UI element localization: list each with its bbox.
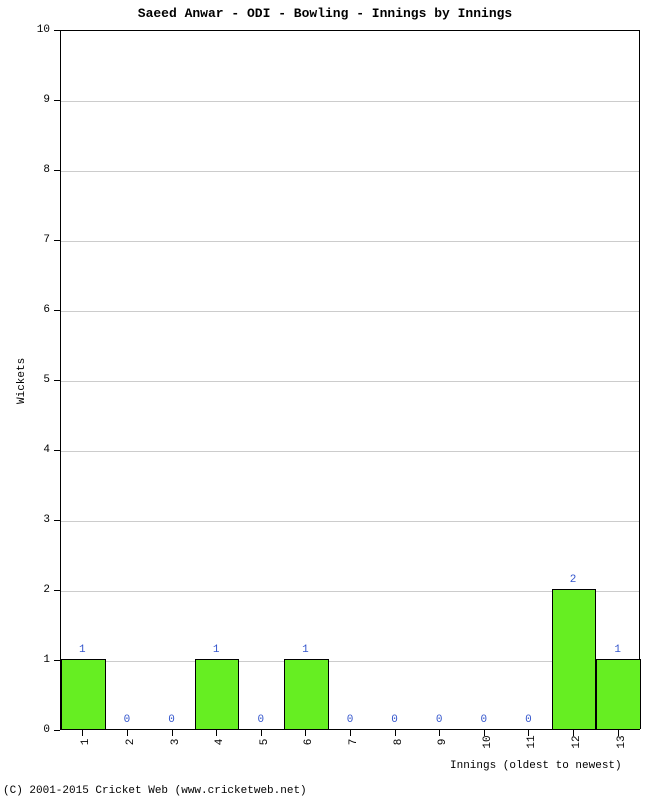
bar-value-label: 1 <box>614 644 621 656</box>
bar-value-label: 0 <box>391 714 398 726</box>
y-tick-label: 1 <box>28 654 50 666</box>
y-tick-label: 5 <box>28 374 50 386</box>
gridline <box>61 451 639 452</box>
y-tick <box>54 30 60 31</box>
gridline <box>61 311 639 312</box>
x-tick <box>261 730 262 736</box>
y-tick-label: 10 <box>28 24 50 36</box>
y-tick-label: 7 <box>28 234 50 246</box>
y-tick-label: 2 <box>28 584 50 596</box>
y-tick-label: 4 <box>28 444 50 456</box>
x-tick-label: 4 <box>214 739 226 746</box>
x-tick-label: 9 <box>437 739 449 746</box>
x-tick <box>439 730 440 736</box>
x-tick-label: 12 <box>571 735 583 748</box>
y-tick <box>54 450 60 451</box>
bar-value-label: 0 <box>347 714 354 726</box>
y-tick-label: 9 <box>28 94 50 106</box>
x-tick-label: 6 <box>303 739 315 746</box>
x-tick-label: 10 <box>482 735 494 748</box>
y-tick-label: 6 <box>28 304 50 316</box>
gridline <box>61 101 639 102</box>
y-tick <box>54 100 60 101</box>
gridline <box>61 521 639 522</box>
chart-title: Saeed Anwar - ODI - Bowling - Innings by… <box>0 6 650 21</box>
bar <box>61 659 106 729</box>
gridline <box>61 241 639 242</box>
bar-value-label: 2 <box>570 574 577 586</box>
x-tick <box>395 730 396 736</box>
x-tick-label: 13 <box>616 735 628 748</box>
bar-value-label: 1 <box>79 644 86 656</box>
y-tick <box>54 590 60 591</box>
bar-value-label: 0 <box>124 714 131 726</box>
x-tick-label: 2 <box>125 739 137 746</box>
bar-value-label: 0 <box>168 714 175 726</box>
bar-value-label: 1 <box>302 644 309 656</box>
x-tick-label: 8 <box>393 739 405 746</box>
x-tick <box>305 730 306 736</box>
y-tick <box>54 660 60 661</box>
x-tick-label: 1 <box>80 739 92 746</box>
gridline <box>61 171 639 172</box>
bar-value-label: 0 <box>525 714 532 726</box>
x-tick-label: 5 <box>259 739 271 746</box>
x-tick-label: 11 <box>526 735 538 748</box>
y-tick <box>54 170 60 171</box>
gridline <box>61 381 639 382</box>
x-tick <box>350 730 351 736</box>
x-tick-label: 7 <box>348 739 360 746</box>
x-tick <box>127 730 128 736</box>
x-tick <box>172 730 173 736</box>
x-tick <box>82 730 83 736</box>
y-tick-label: 3 <box>28 514 50 526</box>
x-tick <box>216 730 217 736</box>
y-axis-label: Wickets <box>16 358 28 404</box>
y-tick <box>54 310 60 311</box>
copyright-text: (C) 2001-2015 Cricket Web (www.cricketwe… <box>3 785 307 797</box>
y-tick <box>54 380 60 381</box>
bar <box>552 589 597 729</box>
bar <box>195 659 240 729</box>
y-tick-label: 0 <box>28 724 50 736</box>
bar-value-label: 0 <box>481 714 488 726</box>
bar-value-label: 0 <box>257 714 264 726</box>
plot-area <box>60 30 640 730</box>
bar-value-label: 1 <box>213 644 220 656</box>
bar <box>284 659 329 729</box>
y-tick <box>54 730 60 731</box>
x-tick-label: 3 <box>170 739 182 746</box>
bar <box>596 659 641 729</box>
y-tick <box>54 520 60 521</box>
y-tick-label: 8 <box>28 164 50 176</box>
x-axis-label: Innings (oldest to newest) <box>450 760 622 772</box>
y-tick <box>54 240 60 241</box>
bar-value-label: 0 <box>436 714 443 726</box>
